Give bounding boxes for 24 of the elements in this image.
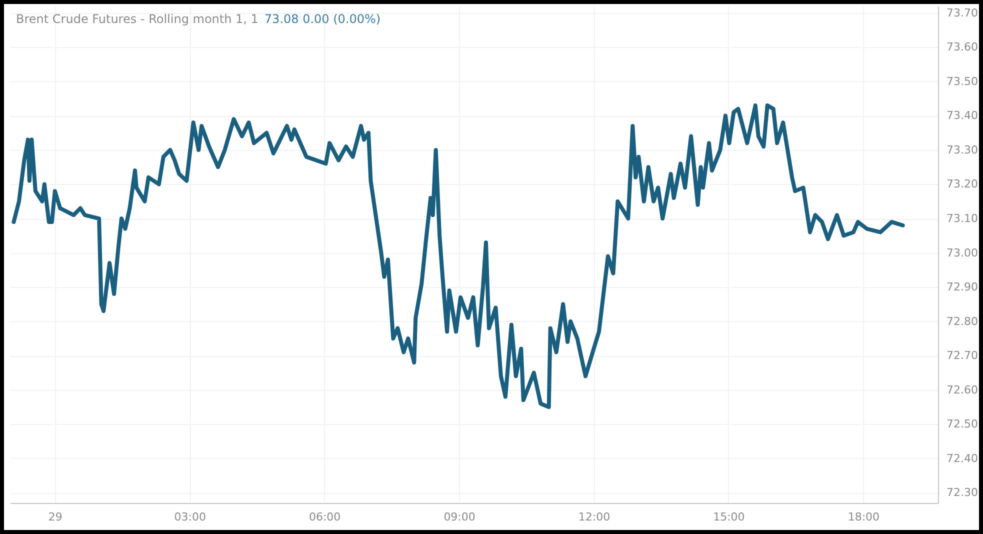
y-tick-label: 73.50	[946, 74, 978, 88]
x-tick-label: 03:00	[174, 510, 206, 524]
x-tick-label: 12:00	[578, 510, 610, 524]
y-tick-label: 73.60	[946, 40, 978, 54]
x-tick-label: 09:00	[444, 510, 476, 524]
y-tick-label: 72.70	[946, 349, 978, 362]
x-tick-label: 06:00	[308, 510, 341, 524]
y-tick-label: 73.00	[946, 246, 978, 260]
text: 73.08 0.00 (0.00%)	[264, 12, 381, 26]
y-tick-label: 72.80	[946, 314, 978, 328]
y-tick-label: 72.30	[946, 486, 978, 500]
y-tick-label: 73.10	[946, 212, 978, 226]
y-tick-label: 72.40	[946, 452, 978, 465]
x-tick-label: 18:00	[848, 510, 880, 524]
x-tick-label: 29	[48, 510, 62, 524]
y-tick-label: 72.50	[946, 418, 978, 431]
x-tick-label: 15:00	[713, 510, 745, 524]
y-tick-label: 72.90	[946, 280, 978, 294]
y-tick-label: 73.30	[946, 143, 978, 156]
text: Brent Crude Futures - Rolling month 1, 1	[16, 12, 258, 26]
y-tick-label: 73.20	[946, 178, 978, 191]
y-tick-label: 72.60	[946, 383, 978, 396]
y-tick-label: 73.40	[946, 109, 978, 122]
y-tick-label: 73.70	[946, 6, 978, 20]
